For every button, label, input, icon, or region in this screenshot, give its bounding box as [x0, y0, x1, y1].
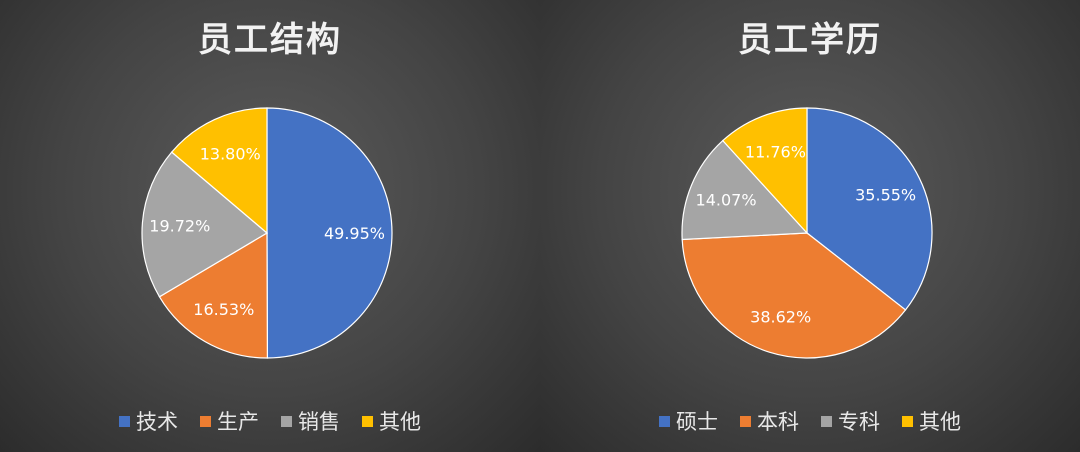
- legend-swatch: [659, 415, 670, 427]
- legend-swatch: [281, 415, 292, 427]
- pie-slice-bachelor: [681, 232, 907, 359]
- data-label-tech: 49.95%: [324, 224, 385, 243]
- pie-chart-education: 35.55% 38.62% 14.07% 11.76%: [681, 107, 933, 359]
- legend-label: 销售: [298, 410, 340, 434]
- chart-panel-education: 员工学历 35.55% 38.62% 14.07% 11.76% 硕士 本科 专科 其…: [540, 0, 1080, 452]
- data-label-other: 13.80%: [200, 145, 261, 164]
- pie-slice-other: [721, 107, 808, 235]
- legend-label: 其他: [919, 410, 961, 434]
- data-label-other: 11.76%: [745, 142, 806, 161]
- pie-slice-master: [806, 107, 933, 311]
- legend-swatch: [362, 415, 373, 427]
- legend-item: 硕士: [659, 406, 718, 436]
- pie-slice-associate: [681, 139, 809, 241]
- pie-slice-tech: [266, 107, 393, 359]
- data-label-associate: 14.07%: [696, 191, 757, 210]
- legend-swatch: [821, 415, 832, 427]
- data-label-master: 35.55%: [855, 186, 916, 205]
- legend: 硕士 本科 专科 其他: [540, 406, 1080, 436]
- legend-swatch: [200, 415, 211, 427]
- pie-slice-sales: [141, 151, 269, 298]
- legend-label: 本科: [757, 410, 799, 434]
- legend-item: 技术: [119, 406, 178, 436]
- data-label-bachelor: 38.62%: [750, 307, 811, 326]
- legend-swatch: [119, 415, 130, 427]
- legend-label: 专科: [838, 410, 880, 434]
- chart-panel-structure: 员工结构 49.95% 16.53% 19.72% 13.80% 技术 生产 销售 其…: [0, 0, 540, 452]
- pie-chart-structure: 49.95% 16.53% 19.72% 13.80%: [141, 107, 393, 359]
- legend: 技术 生产 销售 其他: [0, 406, 540, 436]
- chart-title: 员工学历: [738, 20, 882, 60]
- legend-swatch: [902, 415, 913, 427]
- legend-item: 其他: [902, 406, 961, 436]
- legend-label: 硕士: [676, 410, 718, 434]
- legend-item: 其他: [362, 406, 421, 436]
- pie-slice-other: [170, 107, 268, 235]
- legend-label: 生产: [217, 410, 259, 434]
- legend-label: 技术: [136, 410, 178, 434]
- legend-item: 专科: [821, 406, 880, 436]
- legend-item: 本科: [740, 406, 799, 436]
- chart-title: 员工结构: [198, 20, 342, 60]
- legend-item: 生产: [200, 406, 259, 436]
- legend-swatch: [740, 415, 751, 427]
- data-label-production: 16.53%: [193, 300, 254, 319]
- data-label-sales: 19.72%: [149, 217, 210, 236]
- pie-slice-production: [158, 231, 268, 359]
- legend-label: 其他: [379, 410, 421, 434]
- legend-item: 销售: [281, 406, 340, 436]
